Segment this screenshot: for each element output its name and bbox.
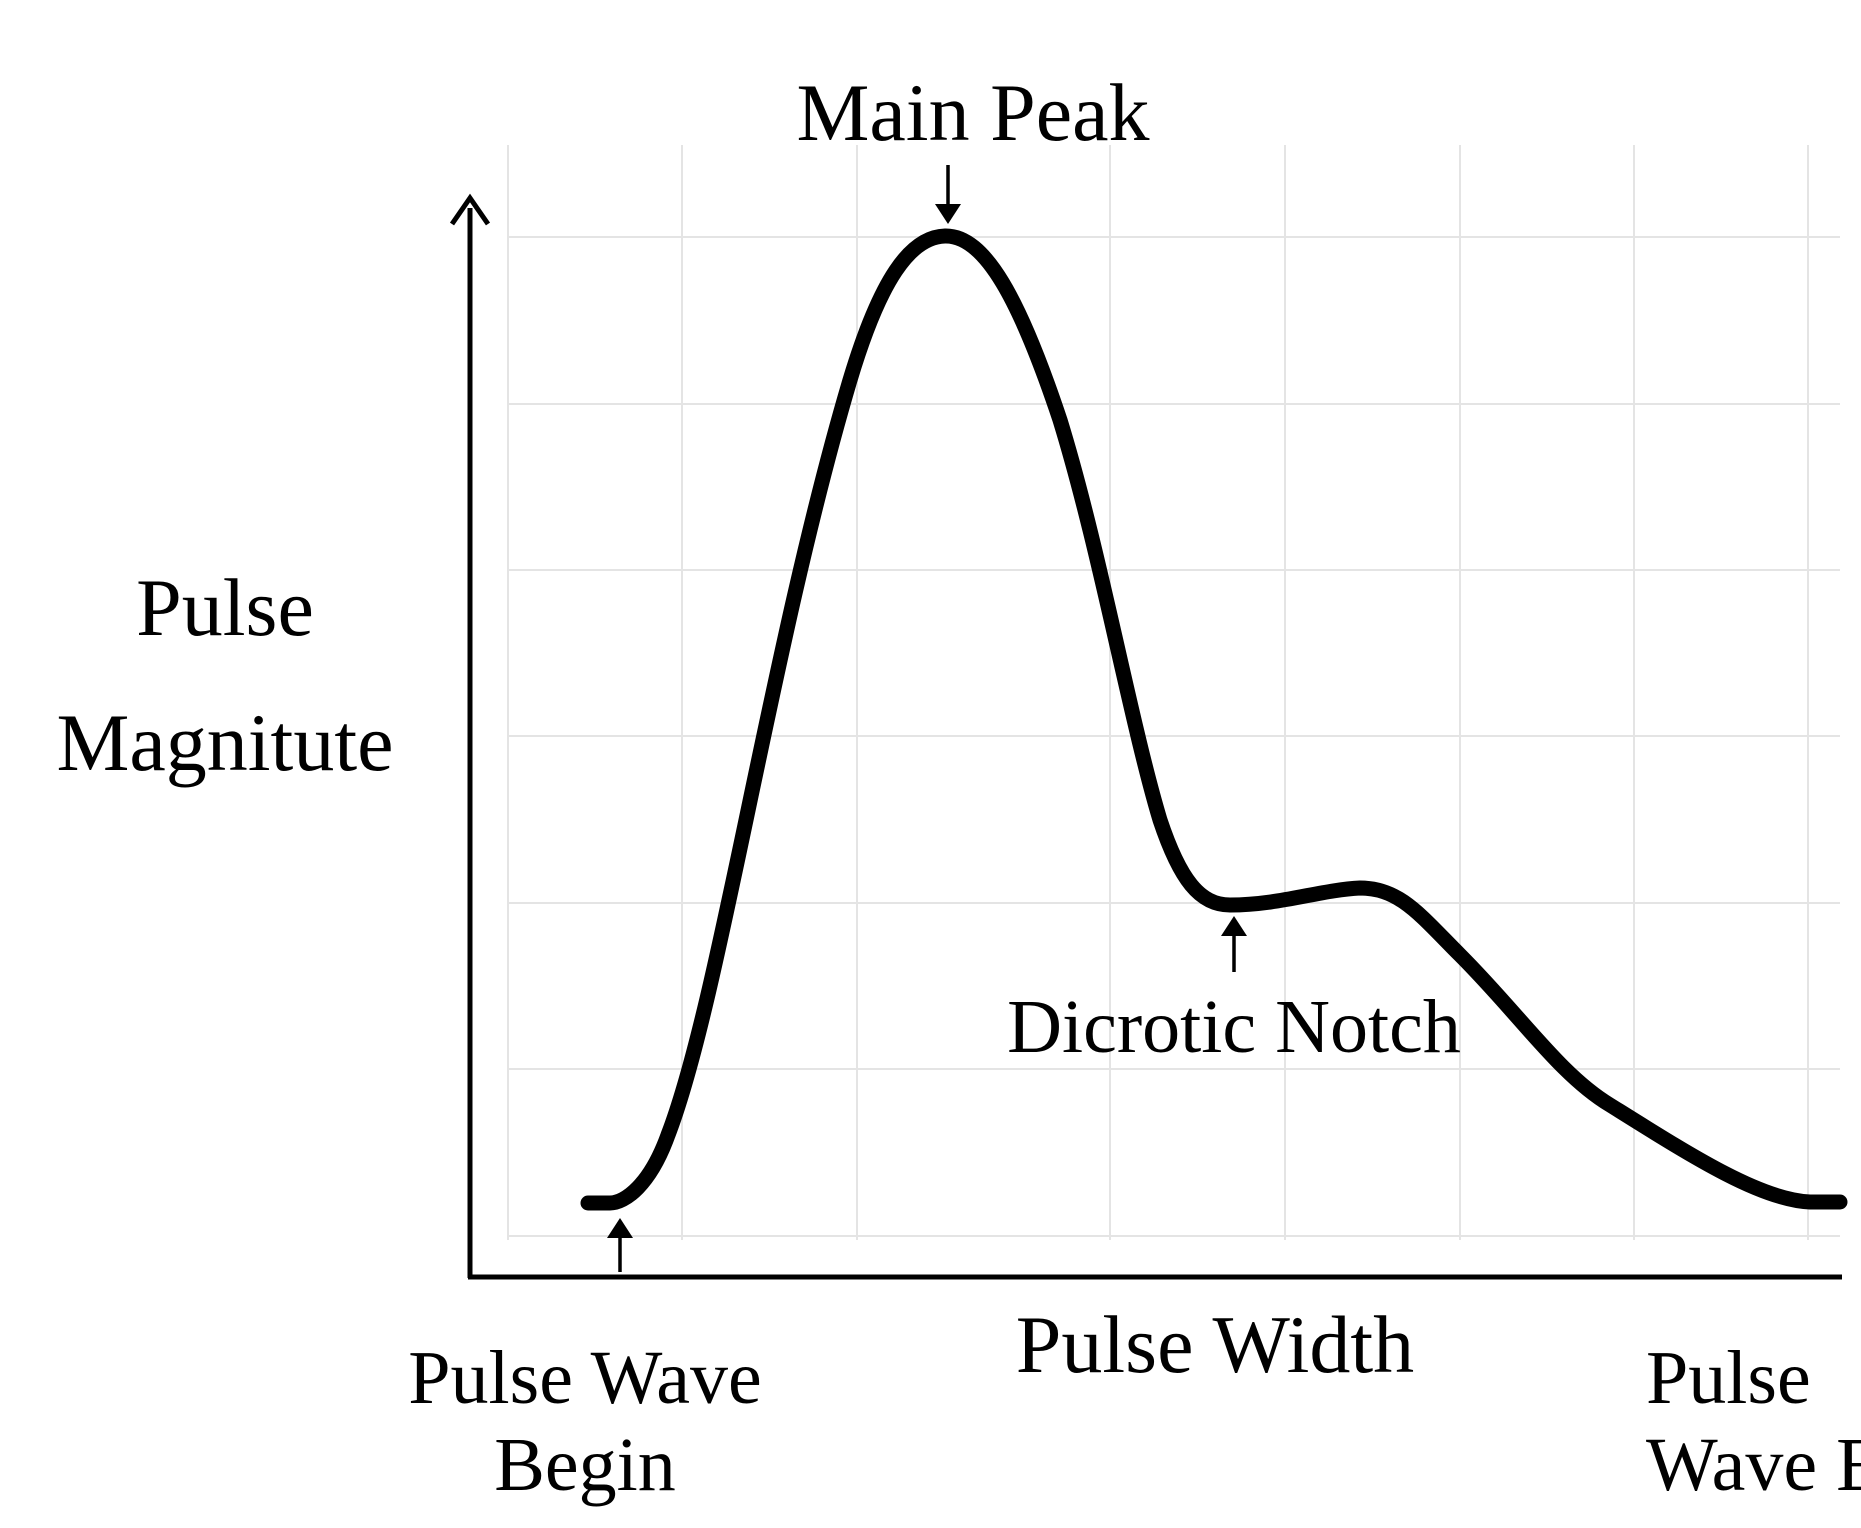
pulse-waveform-curve bbox=[580, 228, 1848, 1211]
background-grid bbox=[507, 145, 1840, 1240]
axes bbox=[449, 193, 1842, 1280]
x-axis-label: Pulse Width bbox=[1016, 1299, 1414, 1390]
y-axis-arrow-icon bbox=[449, 193, 491, 226]
main-peak-pointer bbox=[935, 165, 961, 224]
annotation-main-peak: Main Peak bbox=[797, 67, 1150, 158]
annotation-wave-end-line-1: Pulse bbox=[1646, 1336, 1811, 1420]
annotation-wave-begin-line-2: Begin bbox=[494, 1423, 676, 1507]
arrow-up-icon bbox=[607, 1218, 633, 1238]
y-axis-label-line-2: Magnitute bbox=[56, 697, 393, 788]
y-axis-label-line-1: Pulse bbox=[136, 562, 314, 653]
annotation-wave-begin-line-1: Pulse Wave bbox=[408, 1336, 761, 1420]
arrow-down-icon bbox=[935, 204, 961, 224]
annotation-wave-end-line-2: Wave End bbox=[1646, 1423, 1861, 1507]
arrow-up-icon bbox=[1221, 916, 1247, 936]
wave-begin-pointer bbox=[607, 1218, 633, 1272]
annotation-dicrotic-notch: Dicrotic Notch bbox=[1007, 985, 1461, 1069]
dicrotic-notch-pointer bbox=[1221, 916, 1247, 972]
